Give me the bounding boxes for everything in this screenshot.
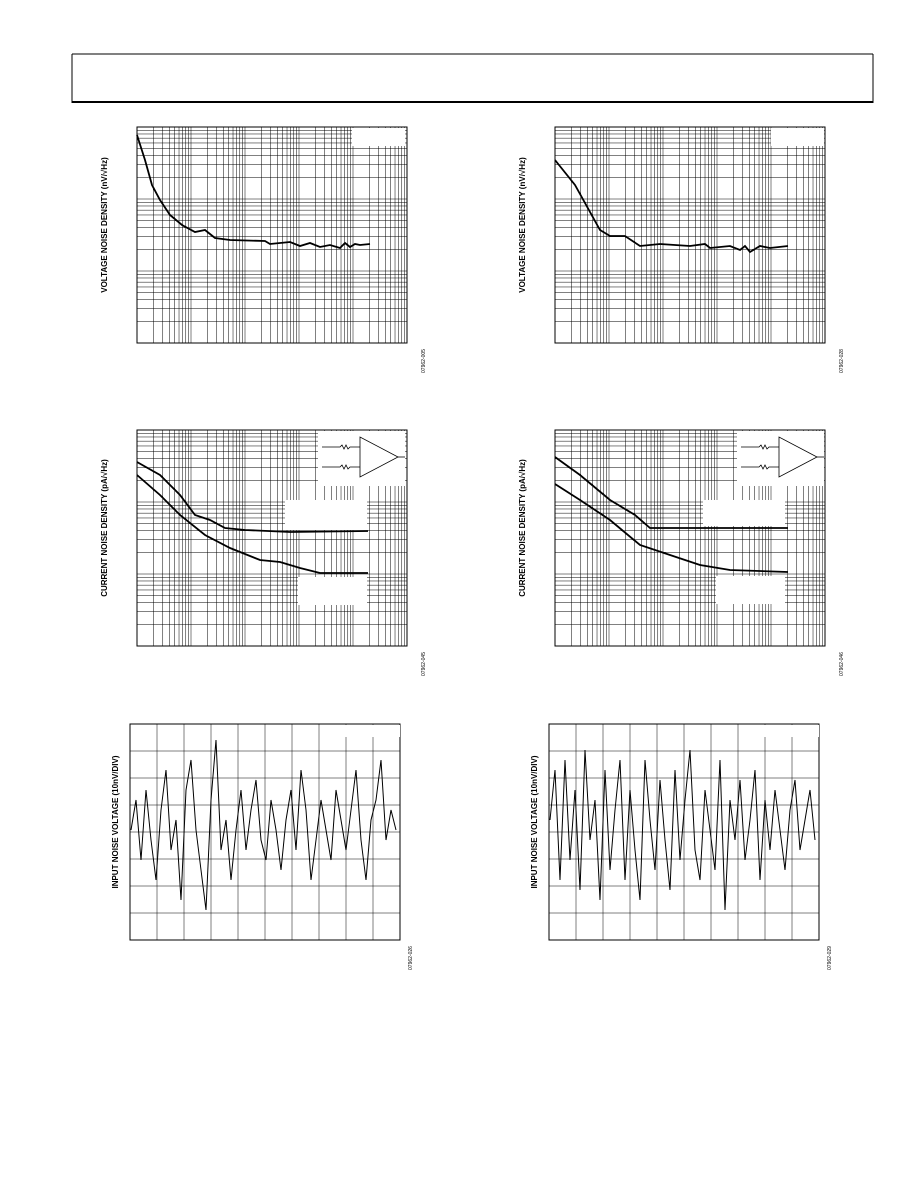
figure-id: 07962-045 bbox=[421, 652, 427, 676]
figure-id: 07962-029 bbox=[827, 946, 833, 970]
figure-id: 07962-028 bbox=[839, 349, 845, 373]
plot-frame bbox=[129, 723, 401, 941]
insets bbox=[285, 128, 824, 737]
y-axis-label: VOLTAGE NOISE DENSITY (nV/√Hz) bbox=[100, 157, 109, 293]
figure-id: 07962-046 bbox=[839, 652, 845, 676]
y-axis-label: INPUT NOISE VOLTAGE (10nV/DIV) bbox=[111, 755, 120, 888]
chart-grids bbox=[129, 126, 826, 941]
header bbox=[71, 53, 874, 103]
chart-labels: VOLTAGE NOISE DENSITY (nV/√Hz) 07962-005 V… bbox=[100, 157, 845, 970]
plot-frame bbox=[136, 429, 408, 647]
figure-id: 07962-005 bbox=[421, 349, 427, 373]
op-amp-schematic bbox=[322, 436, 824, 478]
plot-frame bbox=[554, 429, 826, 647]
y-axis-label: INPUT NOISE VOLTAGE (10nV/DIV) bbox=[530, 755, 539, 888]
plot-frame bbox=[548, 723, 820, 941]
y-axis-label: VOLTAGE NOISE DENSITY (nV/√Hz) bbox=[518, 157, 527, 293]
y-axis-label: CURRENT NOISE DENSITY (pA/√Hz) bbox=[518, 459, 527, 597]
plot-frame bbox=[136, 126, 408, 344]
y-axis-label: CURRENT NOISE DENSITY (pA/√Hz) bbox=[100, 459, 109, 597]
curves bbox=[130, 134, 816, 911]
figure-id: 07962-026 bbox=[408, 946, 414, 970]
plot-frame bbox=[554, 126, 826, 344]
